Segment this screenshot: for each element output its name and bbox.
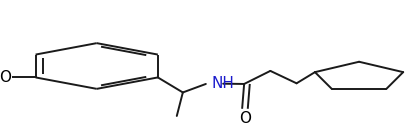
Text: NH: NH xyxy=(212,76,235,91)
Text: O: O xyxy=(239,111,251,126)
Text: O: O xyxy=(0,70,11,85)
